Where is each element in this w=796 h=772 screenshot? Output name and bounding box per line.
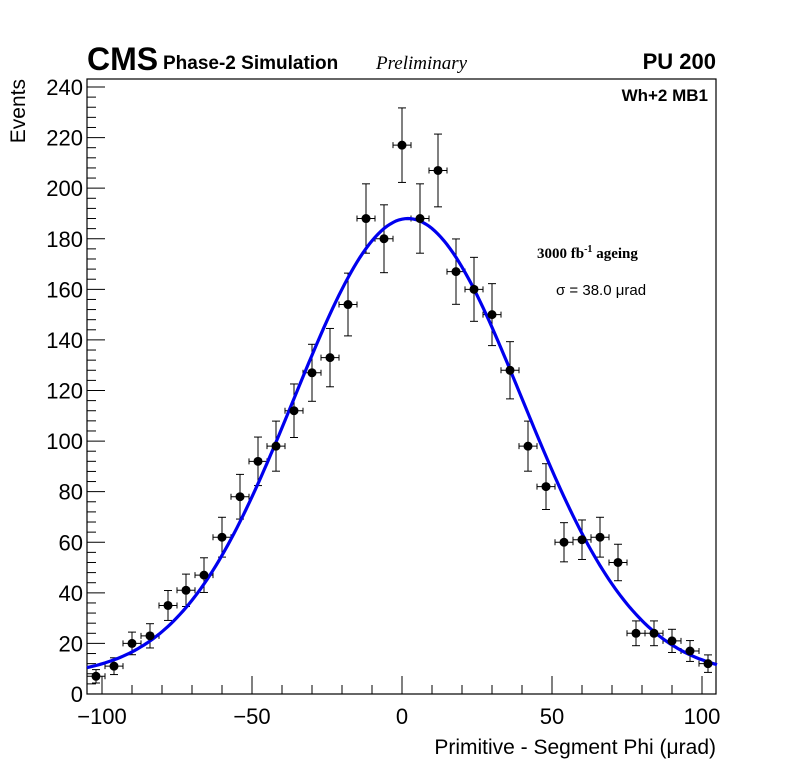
ageing-sup: -1 [584, 244, 592, 255]
data-point [127, 638, 137, 648]
x-tick-label: −100 [77, 704, 127, 729]
y-tick-label: 140 [46, 328, 83, 353]
y-tick-label: 120 [46, 379, 83, 404]
data-point [649, 628, 659, 638]
data-point [91, 671, 101, 681]
x-tick-label: 50 [540, 704, 564, 729]
y-tick-label: 220 [46, 126, 83, 151]
data-point [469, 284, 479, 294]
x-axis-title: Primitive - Segment Phi (μrad) [434, 736, 716, 759]
data-point [379, 234, 389, 244]
data-point [523, 441, 533, 451]
status-label: Preliminary [375, 53, 468, 74]
y-tick-label: 40 [59, 581, 83, 606]
axes: 0 20 40 60 80 100 120 140 160 180 200 220 240 −100 −50… [46, 75, 720, 729]
data-point [577, 535, 587, 545]
y-tick-label: 160 [46, 277, 83, 302]
data-point [181, 585, 191, 595]
y-tick-label: 80 [59, 480, 83, 505]
data-point [685, 646, 695, 656]
ageing-rest: ageing [592, 246, 638, 262]
subtitle-label: Phase-2 Simulation [163, 53, 338, 74]
data-point [451, 267, 461, 277]
data-point [541, 482, 551, 492]
data-point [289, 406, 299, 416]
pileup-label: PU 200 [643, 49, 716, 74]
chamber-label: Wh+2 MB1 [622, 86, 708, 105]
y-tick-label: 240 [46, 75, 83, 100]
data-point [163, 600, 173, 610]
y-tick-label: 200 [46, 176, 83, 201]
x-tick-label: 100 [684, 704, 721, 729]
data-point [217, 532, 227, 542]
data-point [667, 636, 677, 646]
y-tick-label: 180 [46, 227, 83, 252]
data-point [559, 537, 569, 547]
experiment-label: CMS [87, 41, 158, 77]
x-tick-label: −50 [233, 704, 270, 729]
fit-curve [86, 216, 718, 670]
data-point [109, 661, 119, 671]
data-point [487, 310, 497, 320]
y-tick-label: 100 [46, 429, 83, 454]
y-tick-label: 0 [71, 682, 83, 707]
y-tick-label: 60 [59, 530, 83, 555]
y-tick-label: 20 [59, 631, 83, 656]
data-point [145, 631, 155, 641]
data-point [415, 214, 425, 224]
data-point [505, 365, 515, 375]
data-point [703, 659, 713, 669]
data-point [595, 532, 605, 542]
y-axis-title: Events [7, 79, 30, 143]
data-point [631, 628, 641, 638]
data-points [91, 140, 713, 681]
ageing-main: 3000 fb [537, 246, 584, 262]
data-point [271, 441, 281, 451]
x-tick-label: 0 [396, 704, 408, 729]
data-point [199, 570, 209, 580]
data-point [613, 557, 623, 567]
data-point [397, 140, 407, 150]
ageing-label: 3000 fb-1 ageing [537, 244, 638, 262]
data-point [343, 300, 353, 310]
sigma-label: σ = 38.0 μrad [556, 282, 646, 299]
data-point [307, 368, 317, 378]
data-point [361, 214, 371, 224]
data-point [235, 492, 245, 502]
data-point [325, 353, 335, 363]
data-point [253, 456, 263, 466]
data-point [433, 165, 443, 175]
